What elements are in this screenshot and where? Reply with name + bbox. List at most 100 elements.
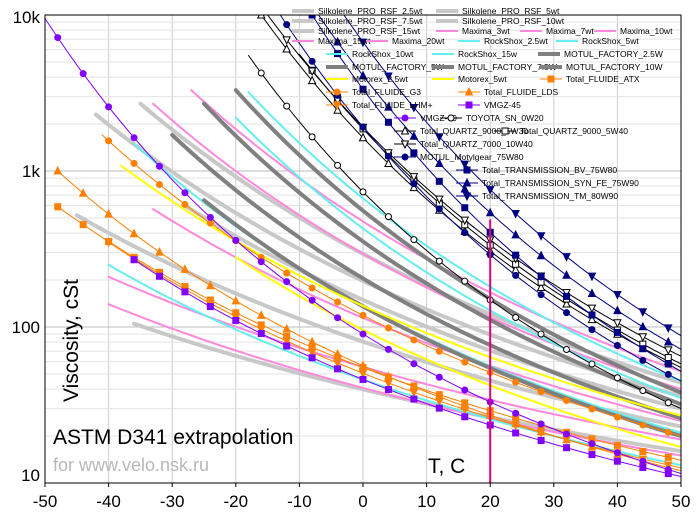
data-point bbox=[409, 173, 419, 182]
series-5 bbox=[107, 303, 681, 457]
data-point bbox=[664, 399, 672, 407]
data-point bbox=[358, 38, 368, 48]
data-point bbox=[384, 152, 392, 160]
data-point bbox=[639, 457, 647, 465]
data-point bbox=[537, 330, 545, 338]
data-point bbox=[463, 166, 471, 174]
y-tick-label: 1k bbox=[22, 162, 40, 181]
data-point bbox=[512, 429, 520, 437]
series-line bbox=[279, 15, 681, 382]
legend-label: MOTUL_FACTORY_10W bbox=[566, 62, 663, 72]
data-point bbox=[206, 213, 214, 221]
data-point bbox=[536, 250, 546, 260]
data-point bbox=[400, 125, 410, 135]
data-point bbox=[462, 177, 472, 187]
x-tick-label: 10 bbox=[417, 492, 436, 511]
data-point bbox=[512, 378, 520, 386]
series-19 bbox=[120, 164, 681, 417]
data-point bbox=[359, 85, 367, 93]
data-point bbox=[232, 236, 240, 244]
data-point bbox=[333, 359, 342, 369]
series-30 bbox=[279, 15, 681, 382]
data-point bbox=[333, 105, 342, 114]
data-point bbox=[613, 457, 621, 465]
series-line bbox=[152, 102, 681, 391]
y-tick-label: 10 bbox=[21, 466, 40, 485]
x-tick-label: 20 bbox=[481, 492, 500, 511]
data-point bbox=[307, 336, 317, 346]
legend-item: Silkolene_PRO_RSF_7.5wt bbox=[292, 16, 423, 26]
data-point bbox=[384, 379, 393, 389]
data-point bbox=[462, 192, 472, 202]
x-tick-label: 0 bbox=[358, 492, 367, 511]
data-point bbox=[307, 67, 317, 77]
data-point bbox=[409, 182, 419, 192]
series-line bbox=[202, 101, 681, 407]
data-point bbox=[587, 314, 597, 324]
data-point bbox=[435, 404, 443, 412]
data-point bbox=[663, 461, 673, 471]
legend-label: MOTUL_FACTORY_5W bbox=[352, 62, 444, 72]
data-point bbox=[410, 236, 418, 244]
series-line bbox=[202, 198, 681, 438]
x-tick-label: -50 bbox=[33, 492, 58, 511]
data-point bbox=[663, 346, 673, 355]
legend-label: Total_TRANSMISSION_BV_75W80 bbox=[482, 165, 617, 175]
legend-label: TOYOTA_SN_0W20 bbox=[466, 113, 544, 123]
data-point bbox=[256, 325, 266, 335]
legend-item: RockShox_10wt bbox=[326, 49, 414, 59]
series-2 bbox=[182, 203, 681, 411]
data-point bbox=[105, 103, 113, 111]
legend-item: Total_QUARTZ_7000_10W40 bbox=[394, 139, 533, 150]
data-point bbox=[664, 428, 672, 436]
legend-label: Silkolene_PRO_RSF_7.5wt bbox=[318, 16, 423, 26]
data-point bbox=[358, 70, 368, 80]
legend-item: MOTUL_FACTORY_10W bbox=[540, 62, 663, 72]
data-point bbox=[485, 186, 495, 195]
x-axis-label: T, C bbox=[428, 455, 465, 478]
data-point bbox=[384, 385, 392, 393]
series-line bbox=[260, 15, 681, 368]
data-point bbox=[181, 200, 189, 208]
legend-item: Total_QUARTZ_9000_5W30 bbox=[394, 125, 528, 136]
data-point bbox=[536, 429, 546, 438]
data-point bbox=[447, 114, 455, 122]
series-line bbox=[170, 133, 681, 421]
data-point bbox=[461, 204, 469, 212]
series-8 bbox=[152, 102, 681, 391]
y-tick-label: 10k bbox=[13, 8, 41, 27]
data-point bbox=[664, 360, 672, 368]
data-point bbox=[409, 103, 419, 113]
data-point bbox=[79, 221, 87, 229]
data-point bbox=[435, 397, 444, 407]
data-point bbox=[308, 15, 316, 19]
data-point bbox=[359, 330, 367, 338]
chart-subtitle: for www.velo.nsk.ru bbox=[53, 455, 209, 475]
series-line bbox=[107, 303, 681, 457]
data-point bbox=[206, 280, 215, 290]
data-point bbox=[359, 123, 367, 131]
data-point bbox=[512, 409, 520, 417]
data-point bbox=[53, 165, 63, 175]
data-point bbox=[613, 413, 621, 421]
data-point bbox=[358, 369, 368, 379]
series-12 bbox=[234, 116, 681, 400]
data-point bbox=[359, 375, 367, 383]
legend-label: Motorex_5wt bbox=[458, 74, 507, 84]
data-point bbox=[547, 75, 555, 83]
data-point bbox=[410, 360, 418, 368]
legend-label: Maxima_7wt bbox=[546, 26, 594, 36]
legend-label: Motorex_2.5wt bbox=[352, 74, 408, 84]
data-point bbox=[384, 101, 393, 111]
x-tick-label: -30 bbox=[160, 492, 185, 511]
data-point bbox=[155, 181, 163, 189]
data-point bbox=[307, 75, 317, 85]
data-point bbox=[231, 295, 241, 305]
chart-title: ASTM D341 extrapolation bbox=[53, 426, 293, 449]
data-point bbox=[664, 466, 672, 474]
data-point bbox=[511, 229, 520, 239]
data-point bbox=[461, 358, 469, 366]
series-line bbox=[234, 116, 681, 400]
data-point bbox=[537, 272, 545, 280]
